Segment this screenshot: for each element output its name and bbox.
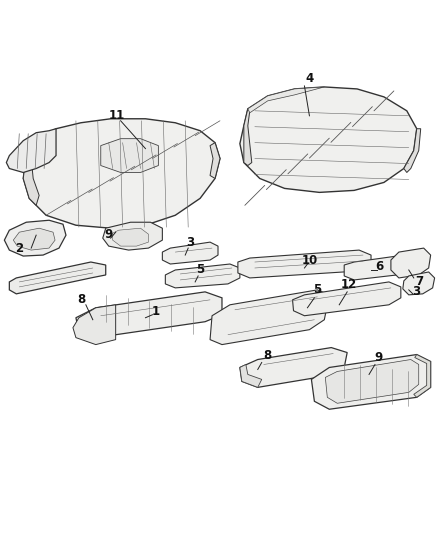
Text: 6: 6 [375, 260, 383, 272]
Polygon shape [76, 292, 222, 337]
Text: 12: 12 [341, 278, 357, 292]
Polygon shape [248, 87, 324, 113]
Polygon shape [103, 222, 162, 250]
Polygon shape [240, 87, 417, 192]
Polygon shape [240, 365, 262, 387]
Polygon shape [101, 139, 159, 173]
Polygon shape [113, 228, 148, 246]
Polygon shape [210, 290, 329, 345]
Text: 11: 11 [109, 109, 125, 122]
Circle shape [24, 233, 34, 243]
Text: 1: 1 [152, 305, 159, 318]
Text: 5: 5 [313, 284, 321, 296]
Polygon shape [165, 264, 240, 288]
Text: 7: 7 [416, 276, 424, 288]
Polygon shape [414, 354, 431, 397]
Polygon shape [391, 248, 431, 278]
Polygon shape [325, 360, 419, 403]
Text: 4: 4 [305, 72, 314, 85]
Polygon shape [238, 250, 371, 278]
Polygon shape [162, 242, 218, 264]
Text: 9: 9 [375, 351, 383, 364]
Text: 3: 3 [186, 236, 194, 248]
Polygon shape [73, 305, 116, 345]
Polygon shape [13, 228, 55, 250]
Polygon shape [4, 220, 66, 256]
Polygon shape [240, 348, 347, 387]
Text: 8: 8 [77, 293, 85, 306]
Text: 2: 2 [15, 241, 23, 255]
Polygon shape [244, 109, 252, 166]
Polygon shape [23, 156, 39, 205]
Polygon shape [293, 282, 401, 316]
Polygon shape [404, 129, 421, 173]
Polygon shape [210, 143, 220, 179]
Polygon shape [7, 129, 56, 173]
Text: 5: 5 [196, 263, 204, 277]
Circle shape [39, 236, 47, 244]
Polygon shape [9, 262, 106, 294]
Polygon shape [344, 256, 407, 280]
Polygon shape [311, 354, 431, 409]
Polygon shape [403, 272, 434, 295]
Text: 8: 8 [264, 349, 272, 362]
Text: 9: 9 [105, 228, 113, 241]
Text: 10: 10 [301, 254, 318, 266]
Text: 3: 3 [413, 285, 421, 298]
Polygon shape [23, 119, 220, 228]
